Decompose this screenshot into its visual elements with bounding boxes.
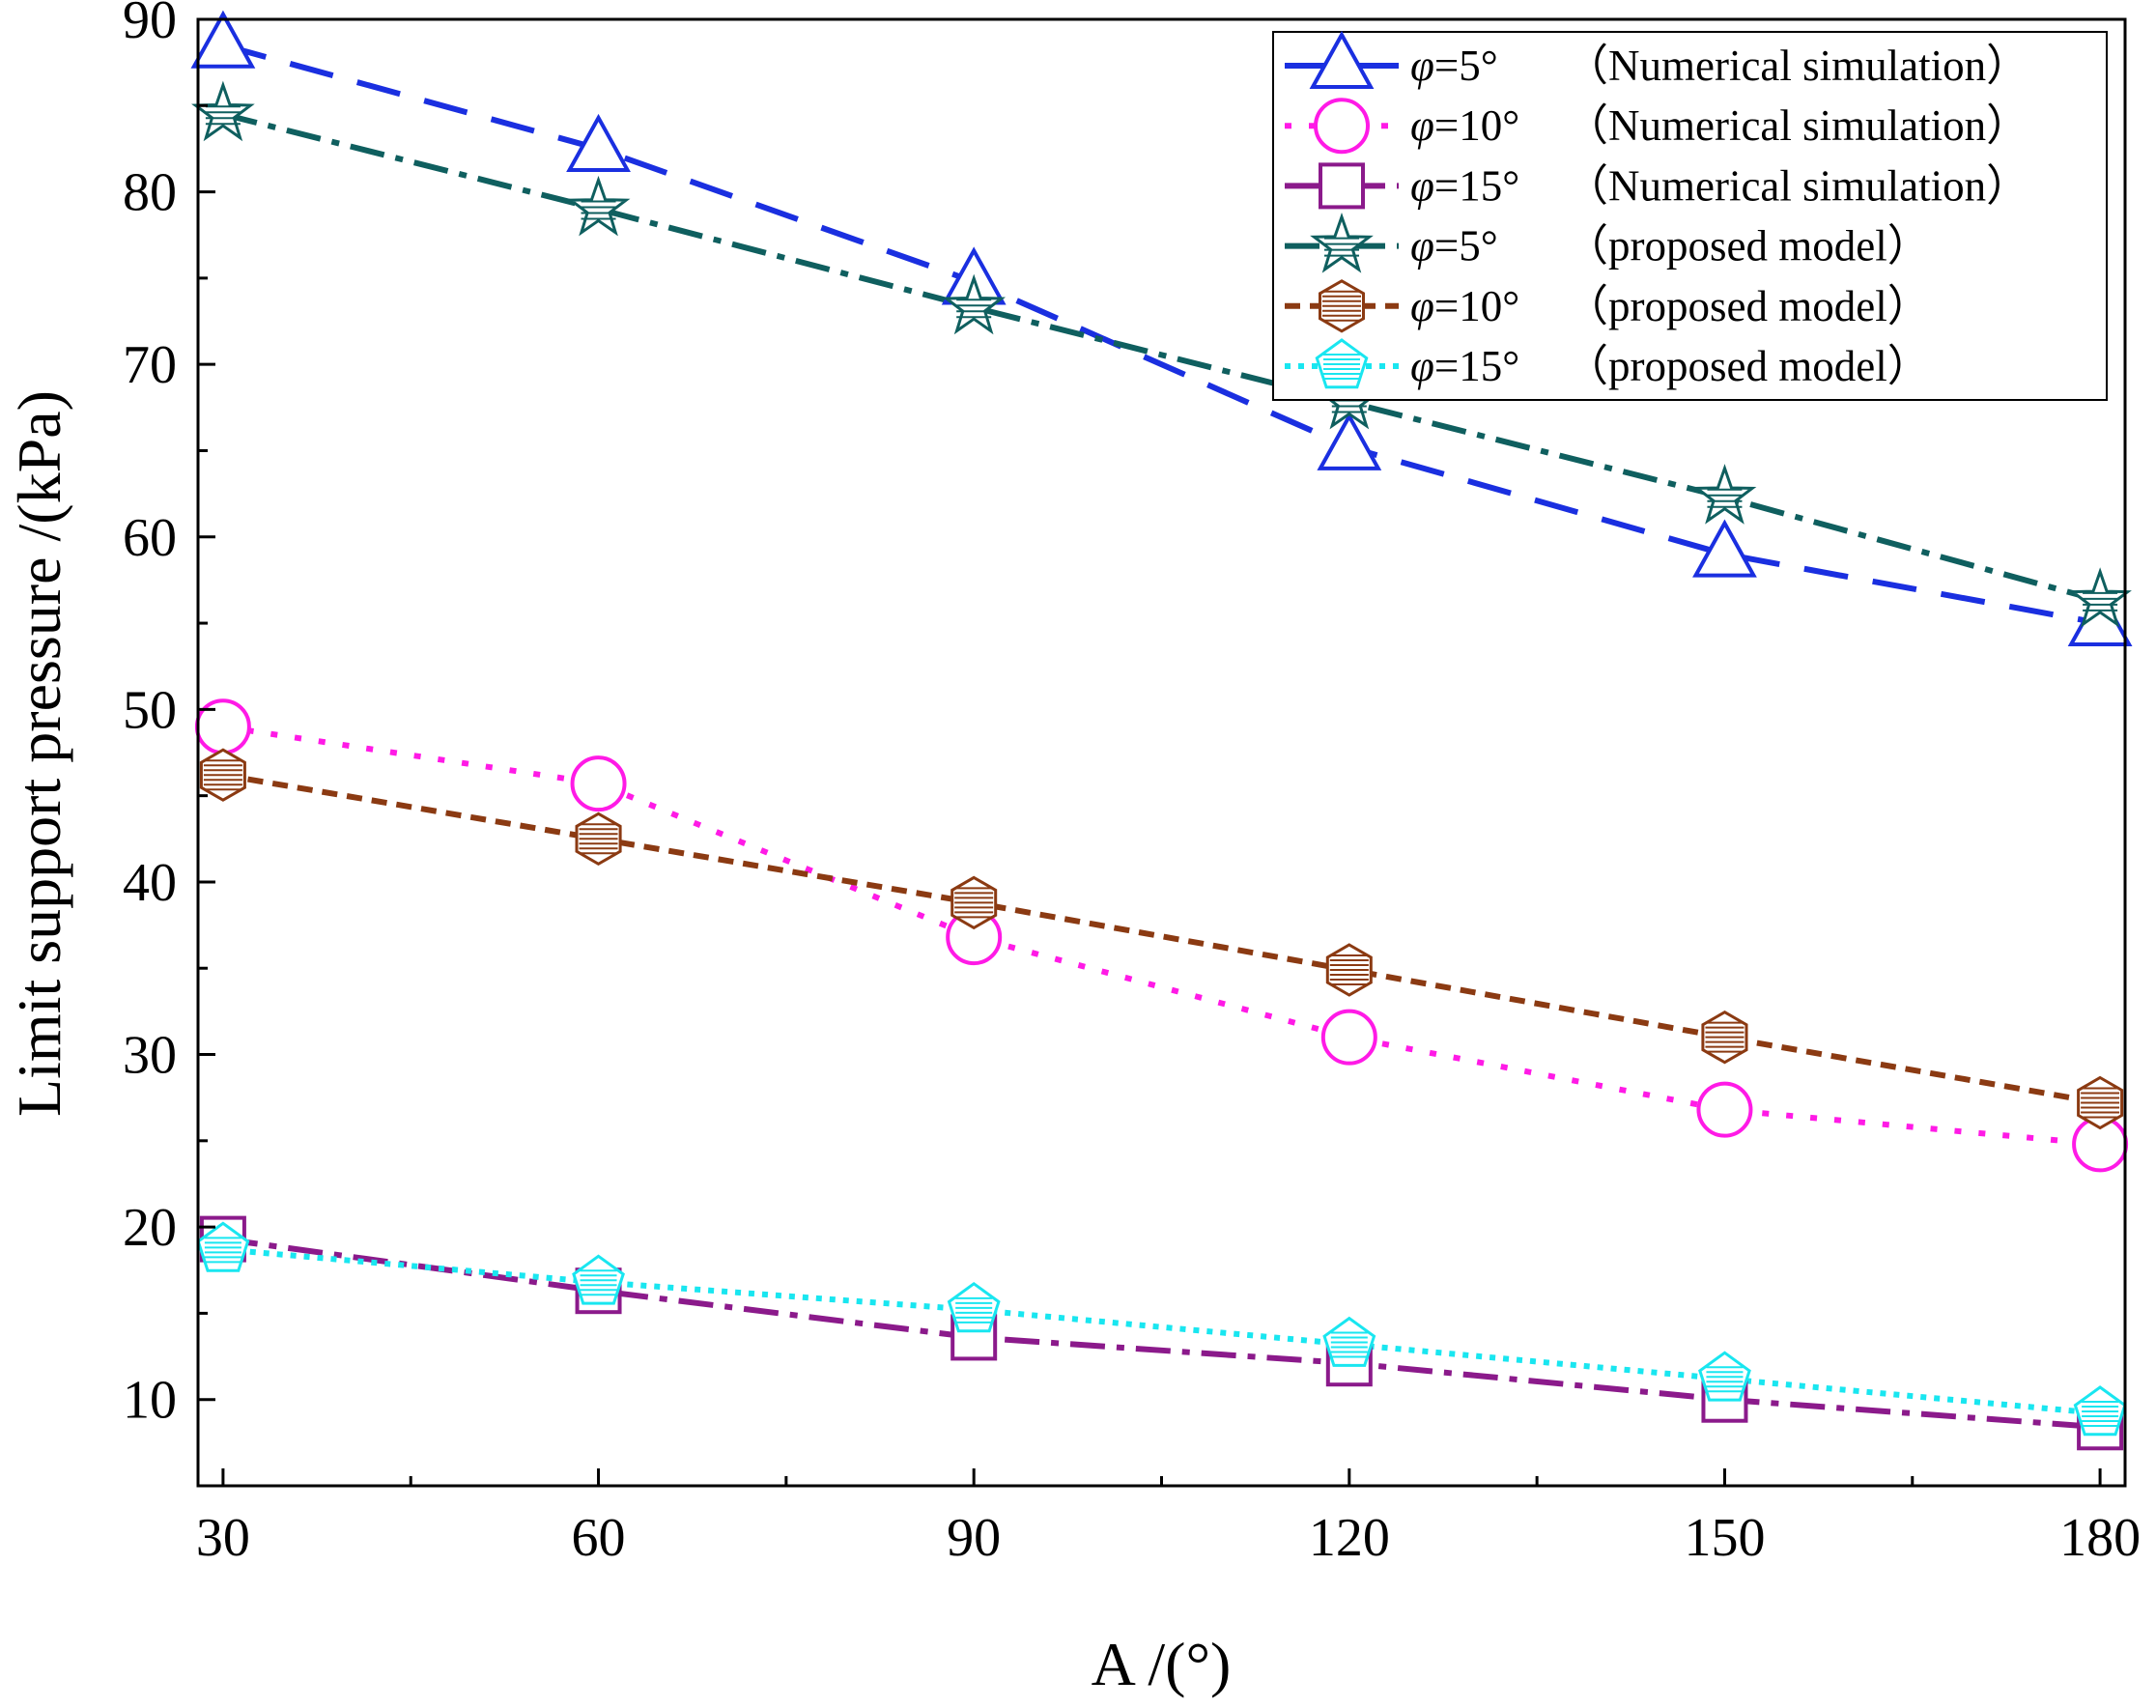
legend-description: （Numerical simulation）: [1565, 161, 2029, 210]
legend-entry-2: φ=10° （Numerical simulation）: [1285, 98, 2029, 155]
data-point-s6-2: [572, 1254, 625, 1305]
data-point-s5-4: [1325, 943, 1373, 997]
legend: φ=5° （Numerical simulation）φ=10° （Numerica…: [1272, 30, 2108, 401]
y-tick-label: 50: [123, 680, 177, 740]
x-tick-label: 150: [1684, 1508, 1765, 1568]
series-markers: [190, 10, 2133, 1451]
legend-entry-3: φ=15° （Numerical simulation）: [1285, 161, 2029, 210]
data-point-s6-1: [196, 1221, 250, 1272]
axes: [196, 17, 2127, 1488]
triangle-marker-shape: [190, 10, 256, 69]
series-line-4: [222, 111, 2101, 604]
series-line-5: [222, 772, 2101, 1106]
legend-description: （proposed model）: [1565, 342, 1931, 390]
circle-marker-shape: [1696, 1081, 1753, 1138]
data-point-s4-2: [566, 175, 631, 237]
x-tick-label: 90: [947, 1508, 1001, 1568]
y-tick-label: 90: [123, 0, 177, 50]
y-tick-label: 70: [123, 335, 177, 395]
legend-box: [1272, 31, 2108, 401]
y-tick-label: 80: [123, 163, 177, 223]
triangle-marker-shape: [1317, 412, 1382, 470]
x-tick-label: 30: [196, 1508, 250, 1568]
legend-marker: [1319, 279, 1365, 333]
legend-entry-1: φ=5° （Numerical simulation）: [1285, 30, 2029, 90]
data-point-s1-1: [190, 10, 256, 69]
data-point-s6-5: [1698, 1351, 1751, 1402]
circle-marker-shape: [1320, 1009, 1377, 1066]
legend-phi-symbol: φ: [1410, 222, 1434, 270]
y-tick-label: 40: [123, 853, 177, 913]
series-lines: [222, 42, 2101, 1431]
data-point-s5-1: [199, 748, 246, 802]
legend-marker: [1319, 162, 1365, 210]
y-tick-label: 10: [123, 1371, 177, 1431]
series-line-2: [222, 724, 2101, 1148]
legend-phi-value: =15°: [1434, 161, 1519, 210]
legend-description: （Numerical simulation）: [1565, 42, 2029, 90]
legend-phi-symbol: φ: [1410, 342, 1434, 390]
legend-phi-value: =10°: [1434, 101, 1519, 150]
data-point-s5-6: [2077, 1075, 2124, 1130]
data-point-s5-3: [950, 875, 998, 930]
legend-phi-symbol: φ: [1410, 42, 1434, 90]
legend-description: （proposed model）: [1565, 222, 1931, 270]
y-tick-label: 30: [123, 1026, 177, 1086]
data-point-s4-6: [2068, 567, 2132, 628]
x-tick-label: 180: [2059, 1508, 2141, 1568]
legend-entry-6: φ=15° （proposed model）: [1285, 338, 1931, 390]
legend-phi-symbol: φ: [1410, 101, 1434, 150]
x-axis-title: A /(°): [1092, 1630, 1232, 1698]
series-line-6: [222, 1246, 2101, 1416]
x-tick-label: 60: [572, 1508, 626, 1568]
data-point-s4-5: [1692, 464, 1757, 525]
legend-phi-value: =5°: [1434, 222, 1498, 270]
legend-phi-symbol: φ: [1410, 161, 1434, 210]
legend-phi-value: =15°: [1434, 342, 1519, 390]
data-point-s6-4: [1322, 1316, 1376, 1367]
y-axis-title: Limit support pressure /(kPa): [5, 390, 73, 1117]
legend-label: φ=15°: [1410, 342, 1519, 390]
legend-description: （Numerical simulation）: [1565, 101, 2029, 150]
legend-description: （proposed model）: [1565, 282, 1931, 330]
data-point-s6-6: [2073, 1385, 2127, 1437]
circle-marker-shape: [1314, 98, 1370, 155]
y-tick-label: 20: [123, 1198, 177, 1258]
data-point-s2-2: [570, 755, 627, 812]
data-point-s2-5: [1696, 1081, 1753, 1138]
legend-phi-value: =10°: [1434, 282, 1519, 330]
data-point-s5-5: [1701, 1010, 1748, 1065]
data-point-s4-3: [942, 273, 1007, 335]
tick-labels: 30 60 90 120 150 180 10 20 30 40 50 60 70 80 90: [123, 0, 2141, 1568]
circle-marker-shape: [570, 755, 627, 812]
series-line-1: [222, 42, 2101, 627]
legend-marker: [1314, 98, 1370, 155]
legend-marker: [1310, 213, 1374, 273]
triangle-marker-shape: [566, 113, 631, 172]
legend-label: φ=5°: [1410, 42, 1498, 90]
y-tick-label: 60: [123, 508, 177, 568]
legend-label: φ=5°: [1410, 222, 1498, 270]
data-point-s2-4: [1320, 1009, 1377, 1066]
legend-entry-5: φ=10° （proposed model）: [1285, 279, 1931, 333]
legend-phi-symbol: φ: [1410, 282, 1434, 330]
series-line-3: [222, 1236, 2101, 1431]
data-point-s6-3: [947, 1281, 1001, 1333]
legend-label: φ=10°: [1410, 101, 1519, 150]
data-point-s1-4: [1317, 412, 1382, 470]
legend-marker: [1309, 30, 1375, 89]
triangle-marker-shape: [1309, 30, 1375, 89]
square-marker-shape: [1319, 162, 1365, 210]
legend-label: φ=10°: [1410, 282, 1519, 330]
legend-marker: [1315, 338, 1369, 389]
x-tick-label: 120: [1309, 1508, 1390, 1568]
triangle-marker-shape: [1692, 519, 1757, 578]
data-point-s1-5: [1692, 519, 1757, 578]
data-point-s1-2: [566, 113, 631, 172]
data-point-s5-2: [575, 811, 622, 867]
legend-phi-value: =5°: [1434, 42, 1498, 90]
legend-label: φ=15°: [1410, 161, 1519, 210]
legend-entry-4: φ=5° （proposed model）: [1285, 213, 1931, 273]
